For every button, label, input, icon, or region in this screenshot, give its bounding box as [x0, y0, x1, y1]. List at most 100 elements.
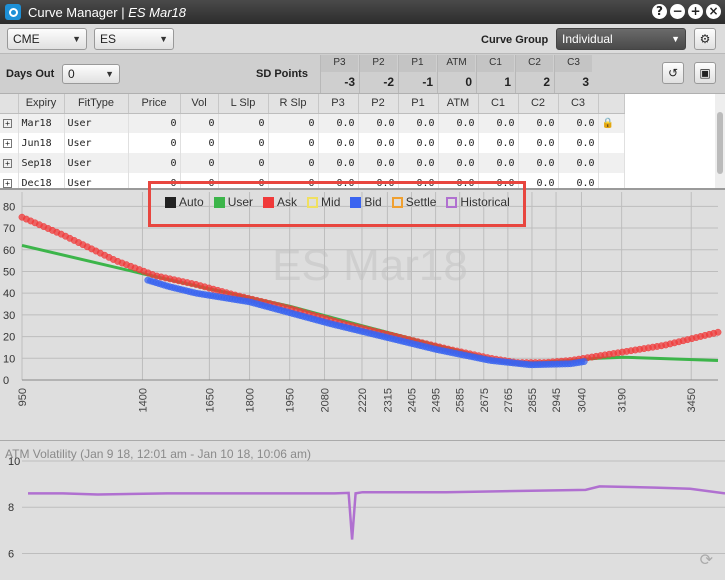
table-cell[interactable]: 0	[180, 153, 219, 173]
table-cell[interactable]: 0	[180, 113, 219, 133]
column-header[interactable]: P3	[318, 94, 359, 114]
column-header[interactable]: R Slp	[268, 94, 319, 114]
table-cell[interactable]: Dec18	[18, 173, 65, 188]
table-cell[interactable]: 0.0	[358, 153, 399, 173]
table-cell[interactable]: User	[64, 173, 129, 188]
table-cell[interactable]: 0	[128, 133, 181, 153]
product-select[interactable]: ES ▼	[94, 28, 174, 50]
legend-item-settle[interactable]: Settle	[391, 195, 436, 209]
table-cell[interactable]: 0.0	[438, 133, 479, 153]
table-cell[interactable]: Mar18	[18, 113, 65, 133]
sd-col-c2[interactable]: C2 2	[515, 55, 553, 93]
column-header[interactable]: FitType	[64, 94, 129, 114]
table-cell[interactable]: Jun18	[18, 133, 65, 153]
table-cell[interactable]: Sep18	[18, 153, 65, 173]
legend-item-user[interactable]: User	[213, 195, 253, 209]
close-icon[interactable]: ×	[706, 4, 721, 19]
settings-button[interactable]: ⚙	[694, 28, 716, 50]
expand-cell[interactable]: +	[0, 173, 19, 188]
expand-icon[interactable]: +	[3, 138, 12, 148]
table-cell[interactable]: 0	[218, 153, 269, 173]
table-cell[interactable]: 0	[128, 153, 181, 173]
expand-icon[interactable]: +	[3, 178, 12, 188]
table-cell[interactable]: 0	[128, 113, 181, 133]
table-cell[interactable]: 0.0	[478, 153, 519, 173]
help-icon[interactable]: ?	[652, 4, 667, 19]
expand-cell[interactable]: +	[0, 133, 19, 153]
column-header[interactable]: C3	[558, 94, 599, 114]
table-cell[interactable]: 0.0	[558, 173, 599, 188]
table-cell[interactable]: 0.0	[318, 133, 359, 153]
table-cell[interactable]: User	[64, 133, 129, 153]
sd-col-p1[interactable]: P1 -1	[398, 55, 436, 93]
table-cell[interactable]: 0	[268, 153, 319, 173]
scrollbar-thumb[interactable]	[717, 112, 723, 174]
table-cell[interactable]: 0.0	[558, 153, 599, 173]
volatility-curve-chart[interactable]: ES Mar18 0 10 20 30 40 50 60 70 80 950 1400 1650 1800…	[0, 190, 725, 440]
column-header[interactable]: C2	[518, 94, 559, 114]
table-cell[interactable]: 0.0	[518, 173, 559, 188]
column-header[interactable]: Price	[128, 94, 181, 114]
sd-col-c1[interactable]: C1 1	[476, 55, 514, 93]
table-cell[interactable]: 0.0	[318, 113, 359, 133]
table-cell[interactable]: 0.0	[358, 113, 399, 133]
expand-cell[interactable]: +	[0, 153, 19, 173]
table-cell[interactable]: User	[64, 153, 129, 173]
legend-item-ask[interactable]: Ask	[263, 195, 297, 209]
sd-col-p2[interactable]: P2 -2	[359, 55, 397, 93]
column-header[interactable]: P1	[398, 94, 439, 114]
table-cell[interactable]: 0.0	[438, 113, 479, 133]
table-cell[interactable]: 0.0	[478, 113, 519, 133]
table-cell[interactable]: User	[64, 113, 129, 133]
vertical-scrollbar[interactable]	[715, 94, 725, 188]
table-cell[interactable]: 0.0	[518, 133, 559, 153]
expand-cell[interactable]: +	[0, 113, 19, 133]
expand-icon[interactable]: +	[3, 158, 12, 168]
sd-col-c3[interactable]: C3 3	[554, 55, 592, 93]
column-header[interactable]: L Slp	[218, 94, 269, 114]
table-cell[interactable]: 0.0	[398, 133, 439, 153]
legend-item-historical[interactable]: Historical	[446, 195, 510, 209]
reset-button[interactable]: ↺	[662, 62, 684, 84]
table-cell[interactable]: 0	[218, 133, 269, 153]
legend-item-bid[interactable]: Bid	[350, 195, 382, 209]
column-header[interactable]	[0, 94, 19, 114]
table-cell[interactable]: 0	[180, 133, 219, 153]
expand-icon[interactable]: +	[3, 118, 12, 128]
table-cell[interactable]: 0.0	[438, 153, 479, 173]
column-header[interactable]	[598, 94, 625, 114]
table-row[interactable]: + Mar18 User 0 0 0 0 0.0 0.0 0.0 0.0 0.0 0.0 0.0 🔒	[0, 113, 625, 133]
table-cell[interactable]: 0.0	[398, 153, 439, 173]
sd-col-p3[interactable]: P3 -3	[320, 55, 358, 93]
column-header[interactable]: C1	[478, 94, 519, 114]
table-cell[interactable]: 0.0	[358, 133, 399, 153]
table-cell[interactable]: 0.0	[518, 113, 559, 133]
maximize-icon[interactable]: +	[688, 4, 703, 19]
lock-icon[interactable]: 🔒	[601, 117, 614, 129]
table-cell[interactable]: 0.0	[478, 133, 519, 153]
curve-group-select[interactable]: Individual ▼	[556, 28, 686, 50]
days-out-select[interactable]: 0 ▼	[62, 64, 120, 84]
legend-item-auto[interactable]: Auto	[165, 195, 204, 209]
column-header[interactable]: Expiry	[18, 94, 65, 114]
minimize-icon[interactable]: −	[670, 4, 685, 19]
column-header[interactable]: P2	[358, 94, 399, 114]
atm-chart-svg[interactable]: ATM Volatility (Jan 9 18, 12:01 am - Jan…	[0, 441, 725, 580]
table-cell[interactable]: 0.0	[398, 113, 439, 133]
atm-volatility-chart[interactable]: ATM Volatility (Jan 9 18, 12:01 am - Jan…	[0, 440, 725, 580]
exchange-select[interactable]: CME ▼	[7, 28, 87, 50]
refresh-icon[interactable]: ⟳	[699, 552, 713, 569]
sd-col-atm[interactable]: ATM 0	[437, 55, 475, 93]
table-row[interactable]: + Jun18 User 0 0 0 0 0.0 0.0 0.0 0.0 0.0 0.0 0.0	[0, 133, 625, 153]
column-header[interactable]: ATM	[438, 94, 479, 114]
table-cell[interactable]: 0.0	[558, 133, 599, 153]
lock-cell[interactable]: 🔒	[598, 113, 625, 133]
legend-item-mid[interactable]: Mid	[307, 195, 340, 209]
table-row[interactable]: + Sep18 User 0 0 0 0 0.0 0.0 0.0 0.0 0.0 0.0 0.0	[0, 153, 625, 173]
table-cell[interactable]: 0	[268, 133, 319, 153]
table-cell[interactable]: 0	[218, 113, 269, 133]
save-button[interactable]: ▣	[694, 62, 716, 84]
table-cell[interactable]: 0.0	[518, 153, 559, 173]
table-cell[interactable]: 0	[268, 113, 319, 133]
